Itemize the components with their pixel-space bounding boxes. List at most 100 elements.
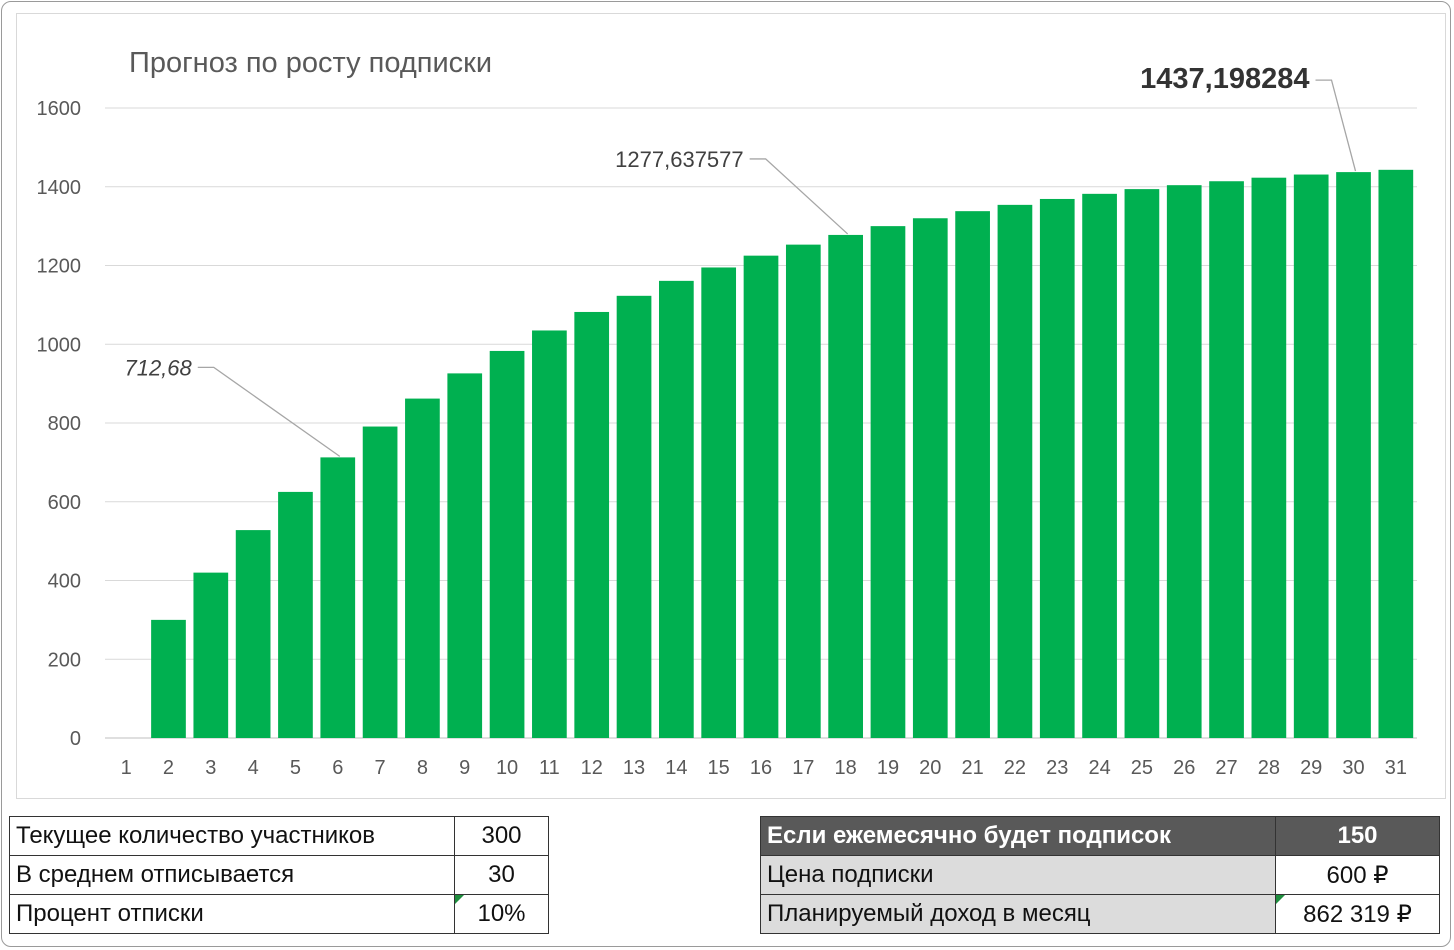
data-label: 1437,198284 — [1140, 63, 1309, 95]
x-tick-label: 25 — [1131, 757, 1153, 779]
data-label-leader-line — [197, 366, 341, 457]
x-tick-label: 24 — [1088, 757, 1110, 779]
x-tick-label: 30 — [1342, 757, 1364, 779]
bar — [1251, 177, 1287, 739]
bar — [828, 234, 863, 738]
x-tick-label: 4 — [248, 757, 259, 779]
x-tick-label: 9 — [459, 757, 470, 779]
x-tick-label: 27 — [1215, 757, 1237, 779]
table-row: Текущее количество участников 300 — [9, 816, 549, 856]
bar — [362, 426, 398, 738]
bar — [1209, 181, 1244, 739]
data-label: 1277,637577 — [615, 147, 743, 172]
bar — [1082, 193, 1117, 738]
x-tick-label: 31 — [1385, 757, 1407, 779]
bar — [1336, 172, 1371, 739]
table-row: В среднем отписывается 30 — [9, 855, 549, 895]
x-tick-label: 13 — [623, 757, 645, 779]
bar — [151, 619, 186, 738]
x-tick-label: 20 — [919, 757, 941, 779]
bar — [447, 373, 483, 738]
x-tick-label: 19 — [877, 757, 899, 779]
bar — [1166, 185, 1202, 739]
participants-table: Текущее количество участников 300 В сред… — [9, 816, 549, 934]
y-tick-label: 200 — [48, 649, 81, 671]
bar — [870, 226, 906, 738]
bar — [616, 295, 652, 738]
data-label: 712,68 — [124, 355, 192, 380]
x-tick-label: 10 — [496, 757, 518, 779]
table-row: Процент отписки 10% — [9, 894, 549, 934]
x-tick-label: 17 — [792, 757, 814, 779]
table-row: Планируемый доход в месяц 862 319 ₽ — [760, 894, 1440, 934]
x-tick-label: 3 — [205, 757, 216, 779]
bar — [659, 280, 694, 738]
bar — [532, 330, 567, 738]
y-tick-label: 800 — [48, 413, 81, 435]
chart-title: Прогноз по росту подписки — [129, 47, 492, 79]
x-tick-label: 14 — [665, 757, 687, 779]
bar — [235, 530, 271, 738]
bar — [278, 491, 313, 738]
y-tick-label: 1000 — [37, 334, 82, 356]
monthly-subscriptions-label: Если ежемесячно будет подписок — [760, 816, 1276, 856]
planned-income-label: Планируемый доход в месяц — [760, 894, 1276, 934]
y-tick-label: 0 — [70, 728, 81, 750]
bar — [997, 204, 1033, 739]
bar — [1293, 174, 1329, 738]
y-tick-label: 1400 — [37, 177, 82, 199]
subscription-growth-chart: Прогноз по росту подписки 0 200 400 600 800 1… — [37, 47, 1417, 779]
table-row: Цена подписки 600 ₽ — [760, 855, 1440, 895]
x-tick-label: 2 — [163, 757, 174, 779]
y-tick-label: 400 — [48, 571, 81, 593]
table-row: Если ежемесячно будет подписок 150 — [760, 816, 1440, 856]
revenue-table: Если ежемесячно будет подписок 150 Цена … — [760, 816, 1440, 934]
x-tick-label: 8 — [417, 757, 428, 779]
data-label-leader-line — [749, 158, 849, 235]
bar — [955, 211, 990, 739]
subscription-price-value[interactable]: 600 ₽ — [1275, 855, 1440, 895]
avg-unsubscribe-label: В среднем отписывается — [9, 855, 455, 895]
current-participants-label: Текущее количество участников — [9, 816, 455, 856]
bar — [574, 311, 610, 738]
bar — [320, 457, 356, 738]
unsubscribe-percent-value[interactable]: 10% — [454, 894, 549, 934]
y-tick-label: 600 — [48, 492, 81, 514]
y-tick-label: 1200 — [37, 256, 82, 278]
x-tick-label: 5 — [290, 757, 301, 779]
bar — [1378, 169, 1414, 739]
x-tick-label: 11 — [539, 757, 560, 779]
x-tick-label: 15 — [708, 757, 730, 779]
x-tick-label: 18 — [835, 757, 857, 779]
x-tick-label: 21 — [961, 757, 983, 779]
planned-income-value[interactable]: 862 319 ₽ — [1275, 894, 1440, 934]
x-tick-label: 22 — [1004, 757, 1026, 779]
bar — [489, 350, 525, 738]
x-tick-label: 29 — [1300, 757, 1322, 779]
bar — [743, 255, 779, 738]
data-label-leader-line — [1315, 79, 1357, 172]
unsubscribe-percent-label: Процент отписки — [9, 894, 455, 934]
bar — [912, 218, 948, 738]
x-tick-label: 28 — [1258, 757, 1280, 779]
x-tick-label: 26 — [1173, 757, 1195, 779]
x-tick-label: 23 — [1046, 757, 1068, 779]
subscription-price-label: Цена подписки — [760, 855, 1276, 895]
bar — [785, 244, 821, 738]
bar — [1039, 198, 1075, 739]
bar — [701, 267, 737, 738]
x-tick-label: 6 — [332, 757, 343, 779]
avg-unsubscribe-value[interactable]: 30 — [454, 855, 549, 895]
bar — [1124, 189, 1160, 739]
bar — [193, 572, 229, 738]
x-tick-label: 1 — [121, 757, 132, 779]
current-participants-value[interactable]: 300 — [454, 816, 549, 856]
y-tick-label: 1600 — [37, 98, 82, 120]
x-tick-label: 7 — [375, 757, 386, 779]
bar — [405, 398, 440, 738]
monthly-subscriptions-value[interactable]: 150 — [1275, 816, 1440, 856]
x-tick-label: 16 — [750, 757, 772, 779]
chart-area[interactable]: Прогноз по росту подписки 0 200 400 600 800 1… — [16, 13, 1446, 799]
x-tick-label: 12 — [581, 757, 603, 779]
